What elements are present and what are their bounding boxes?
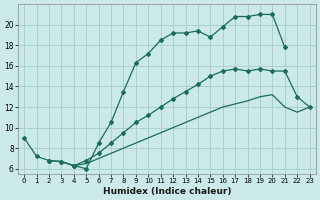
X-axis label: Humidex (Indice chaleur): Humidex (Indice chaleur): [103, 187, 231, 196]
